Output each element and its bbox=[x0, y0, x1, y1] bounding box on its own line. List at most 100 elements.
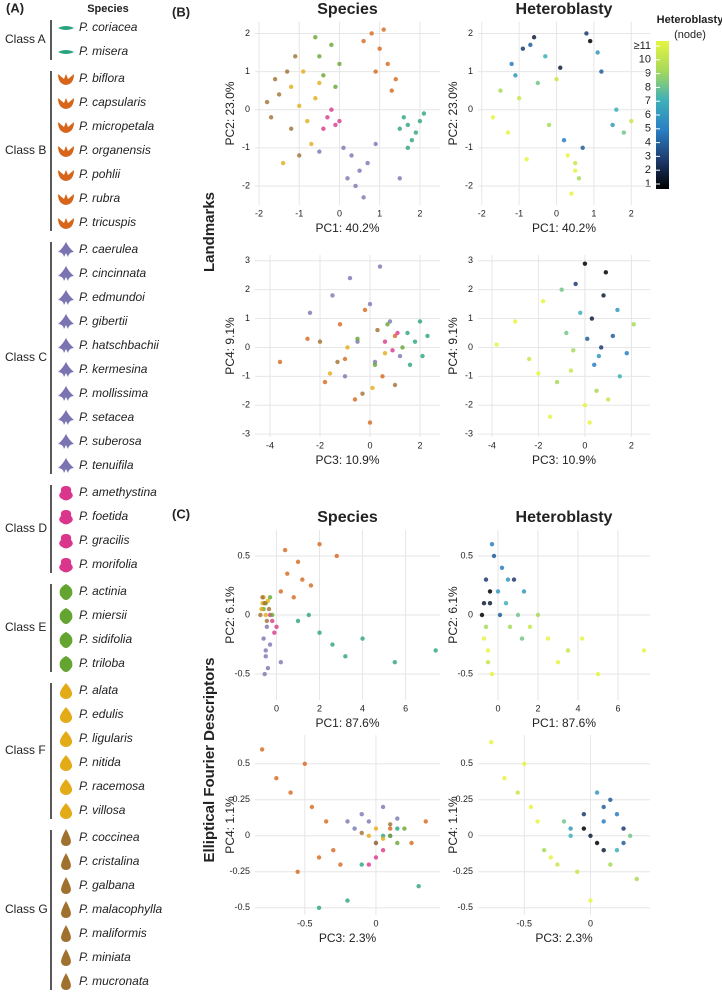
point bbox=[610, 333, 616, 339]
point bbox=[524, 157, 529, 162]
colorbar-subtitle: (node) bbox=[674, 29, 706, 41]
point bbox=[369, 31, 374, 36]
point bbox=[498, 88, 503, 93]
y-tick-label: -0.5 bbox=[457, 902, 473, 912]
y-axis-label: PC2: 6.1% bbox=[223, 586, 237, 644]
point bbox=[558, 65, 563, 70]
leaf-icon bbox=[59, 755, 73, 771]
species-name: P. hatschbachii bbox=[79, 338, 159, 352]
point bbox=[595, 50, 600, 55]
point bbox=[614, 107, 619, 112]
x-tick-label: -2 bbox=[478, 208, 486, 218]
point bbox=[531, 35, 537, 40]
colorbar-tick-label: 5 bbox=[645, 123, 651, 135]
class-label: Class F bbox=[5, 743, 46, 757]
species-name: P. nitida bbox=[79, 755, 121, 769]
point bbox=[535, 80, 541, 86]
point bbox=[317, 339, 323, 344]
point bbox=[502, 776, 507, 781]
point bbox=[352, 397, 358, 402]
point bbox=[555, 660, 561, 665]
x-tick-label: 0 bbox=[582, 440, 587, 450]
species-name: P. cincinnata bbox=[79, 266, 146, 280]
point bbox=[580, 145, 585, 151]
point bbox=[627, 833, 633, 838]
x-tick-label: 2 bbox=[629, 440, 634, 450]
x-tick-label: 0 bbox=[337, 208, 342, 218]
point bbox=[505, 130, 511, 135]
point bbox=[571, 348, 576, 353]
point bbox=[483, 624, 489, 630]
point bbox=[540, 299, 546, 304]
point bbox=[405, 330, 410, 336]
x-tick-label: 6 bbox=[403, 703, 408, 713]
y-tick-label: 0.5 bbox=[460, 550, 473, 560]
point bbox=[573, 168, 578, 173]
point bbox=[261, 636, 266, 641]
x-tick-label: 0 bbox=[495, 703, 500, 713]
point bbox=[578, 310, 583, 315]
y-tick-label: 1 bbox=[468, 66, 473, 76]
point bbox=[527, 624, 533, 630]
point bbox=[342, 374, 348, 379]
point bbox=[565, 153, 570, 158]
point bbox=[520, 46, 526, 51]
y-tick-label: 0 bbox=[245, 104, 250, 114]
species-name: P. miniata bbox=[79, 950, 131, 964]
y-tick-label: -3 bbox=[242, 428, 250, 438]
leaf-icon bbox=[58, 338, 74, 353]
y-tick-label: -3 bbox=[465, 428, 473, 438]
point bbox=[601, 293, 606, 298]
point bbox=[392, 660, 398, 665]
point bbox=[615, 307, 620, 313]
point bbox=[405, 145, 411, 151]
point bbox=[579, 636, 585, 641]
point bbox=[397, 353, 403, 359]
point bbox=[485, 648, 491, 653]
leaf-icon bbox=[58, 26, 74, 30]
point bbox=[519, 636, 525, 641]
species-name: P. cristalina bbox=[79, 854, 140, 868]
point bbox=[598, 345, 604, 350]
x-tick-label: 1 bbox=[377, 208, 382, 218]
point bbox=[511, 577, 517, 582]
leaf-icon bbox=[58, 242, 74, 257]
point bbox=[305, 336, 310, 341]
point bbox=[380, 804, 386, 810]
point bbox=[489, 740, 494, 745]
chart-title: Heteroblasty bbox=[516, 1, 613, 18]
point bbox=[365, 160, 370, 166]
leaf-icon bbox=[61, 901, 71, 918]
point bbox=[401, 115, 407, 120]
y-tick-label: 0 bbox=[245, 342, 250, 352]
y-tick-label: -0.25 bbox=[452, 866, 473, 876]
y-tick-label: -0.5 bbox=[234, 902, 250, 912]
leaf-icon bbox=[58, 194, 74, 205]
x-tick-label: 6 bbox=[615, 703, 620, 713]
point bbox=[641, 648, 647, 653]
point bbox=[412, 339, 418, 344]
species-name: P. organensis bbox=[79, 143, 151, 157]
point bbox=[375, 327, 380, 333]
point bbox=[268, 115, 274, 120]
point bbox=[561, 137, 567, 143]
point bbox=[588, 898, 593, 903]
y-axis-label: PC2: 6.1% bbox=[446, 586, 460, 644]
point bbox=[317, 80, 322, 86]
x-tick-label: -4 bbox=[488, 440, 496, 450]
point bbox=[564, 330, 569, 336]
x-tick-label: 4 bbox=[575, 703, 580, 713]
point bbox=[433, 648, 438, 653]
point bbox=[390, 348, 395, 353]
point bbox=[479, 612, 485, 618]
point bbox=[487, 600, 493, 606]
y-axis-label: PC2: 23.0% bbox=[446, 81, 460, 145]
colorbar-tick-label: 1 bbox=[645, 178, 651, 190]
point bbox=[634, 876, 639, 882]
species-name: P. coriacea bbox=[79, 20, 138, 34]
point bbox=[270, 618, 275, 624]
y-axis-label: PC4: 9.1% bbox=[223, 317, 237, 375]
x-tick-label: 0 bbox=[274, 703, 279, 713]
class-label: Class G bbox=[5, 902, 48, 916]
leaf-icon bbox=[61, 949, 71, 966]
